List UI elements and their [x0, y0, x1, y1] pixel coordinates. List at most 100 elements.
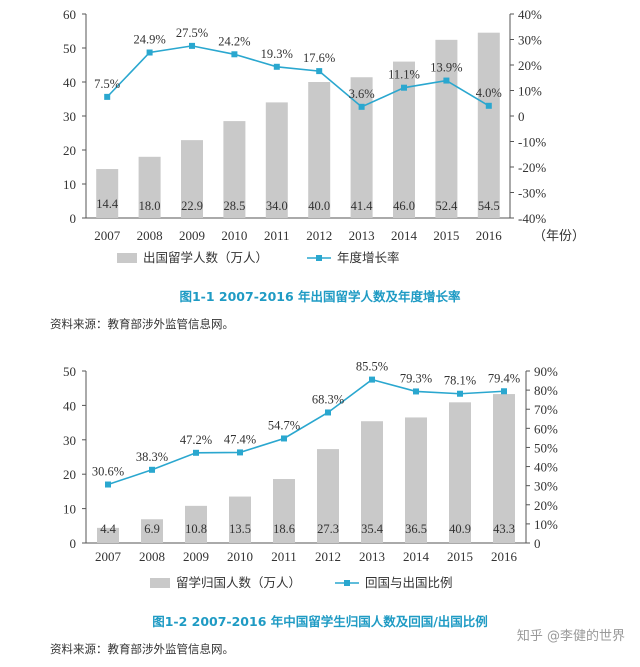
x-tick-label: 2015: [433, 228, 459, 243]
x-tick-label: 2012: [315, 549, 341, 564]
bar-value-label: 54.5: [478, 199, 500, 213]
y-right-tick-label: 20%: [518, 58, 542, 73]
legend-line-marker: [344, 580, 350, 586]
x-tick-label: 2011: [271, 549, 297, 564]
x-tick-label: 2014: [391, 228, 418, 243]
bar: [477, 32, 500, 219]
x-tick-label: 2007: [94, 228, 121, 243]
line-value-label: 85.5%: [356, 360, 388, 374]
line-point: [146, 49, 153, 56]
line-value-label: 30.6%: [92, 465, 124, 479]
y-right-tick-label: 60%: [534, 421, 558, 436]
line-value-label: 24.2%: [218, 34, 250, 48]
x-tick-label: 2015: [447, 549, 473, 564]
figure-caption: 图1-1 2007-2016 年出国留学人数及年度增长率: [179, 289, 461, 304]
y-right-tick-label: 40%: [518, 7, 542, 22]
line-value-label: 19.3%: [261, 47, 293, 61]
bar: [138, 156, 161, 218]
line-value-label: 27.5%: [176, 26, 208, 40]
bar: [273, 479, 295, 543]
bar: [308, 82, 331, 218]
x-tick-label: 2010: [221, 228, 247, 243]
bar-value-label: 18.0: [139, 199, 161, 213]
y-left-tick-label: 30: [63, 433, 76, 448]
bar: [493, 394, 515, 543]
legend-bar-swatch: [117, 253, 137, 263]
legend-bar-label: 留学归国人数（万人）: [176, 575, 301, 590]
line-point: [485, 102, 492, 109]
y-left-tick-label: 60: [63, 7, 76, 22]
legend-line-marker: [316, 255, 322, 261]
x-tick-label: 2009: [179, 228, 205, 243]
bar: [265, 102, 288, 218]
line-point: [273, 63, 280, 70]
y-right-tick-label: -10%: [518, 135, 546, 150]
legend-line-label: 年度增长率: [337, 250, 400, 265]
line-value-label: 47.4%: [224, 432, 256, 446]
bar: [449, 402, 471, 543]
bar: [350, 77, 373, 219]
bar-value-label: 14.4: [96, 197, 119, 211]
bar: [405, 417, 427, 543]
bar-value-label: 46.0: [393, 199, 415, 213]
bar: [393, 61, 415, 218]
line-point: [316, 68, 323, 75]
y-left-tick-label: 0: [70, 211, 77, 226]
line-value-label: 24.9%: [133, 33, 165, 47]
y-right-tick-label: 30%: [534, 479, 558, 494]
x-tick-label: 2008: [137, 228, 163, 243]
line-value-label: 11.1%: [388, 68, 420, 82]
y-right-tick-label: 80%: [534, 383, 558, 398]
x-tick-label: 2010: [227, 549, 253, 564]
line-point: [105, 481, 111, 488]
bar-value-label: 22.9: [181, 199, 203, 213]
y-left-tick-label: 40: [63, 75, 76, 90]
line-point: [369, 376, 375, 383]
bar: [317, 449, 339, 543]
bar-value-label: 27.3: [317, 522, 339, 536]
line-point: [325, 409, 331, 416]
line-point: [501, 388, 507, 395]
bar-value-label: 43.3: [493, 522, 515, 536]
bar-value-label: 52.4: [435, 199, 458, 213]
legend-bar-swatch: [150, 578, 170, 588]
line-value-label: 78.1%: [444, 374, 476, 388]
bar-value-label: 13.5: [229, 522, 251, 536]
bar-value-label: 40.0: [308, 199, 330, 213]
line-value-label: 54.7%: [268, 418, 300, 432]
x-tick-label: 2011: [264, 228, 290, 243]
y-right-tick-label: -30%: [518, 186, 546, 201]
bar: [229, 496, 251, 543]
y-right-tick-label: 0: [518, 109, 525, 124]
bar-value-label: 10.8: [185, 522, 207, 536]
y-right-tick-label: 30%: [518, 33, 542, 48]
y-right-tick-label: 10%: [518, 84, 542, 99]
line-value-label: 47.2%: [180, 433, 212, 447]
y-left-tick-label: 40: [63, 398, 76, 413]
x-tick-label: 2008: [139, 549, 165, 564]
y-right-tick-label: 20%: [534, 498, 558, 513]
x-tick-label: 2012: [306, 228, 332, 243]
line-point: [401, 84, 407, 91]
x-tick-label: 2009: [183, 549, 209, 564]
line-value-label: 79.4%: [488, 371, 520, 385]
bar-value-label: 28.5: [223, 199, 245, 213]
y-right-tick-label: 50%: [534, 440, 558, 455]
bar-value-label: 18.6: [273, 522, 295, 536]
figure-caption: 图1-2 2007-2016 年中国留学生归国人数及回国/出国比例: [152, 614, 488, 629]
line-value-label: 17.6%: [303, 51, 335, 65]
bar: [96, 169, 119, 218]
line-point: [237, 449, 243, 456]
bar-value-label: 41.4: [351, 199, 374, 213]
line-value-label: 38.3%: [136, 450, 168, 464]
line-value-label: 4.0%: [476, 86, 502, 100]
y-right-tick-label: -20%: [518, 160, 546, 175]
x-tick-label: 2016: [476, 228, 503, 243]
legend-line-label: 回国与出国比例: [365, 575, 453, 590]
line-value-label: 3.6%: [349, 87, 375, 101]
bar: [361, 421, 383, 543]
line-point: [443, 77, 450, 84]
bar-value-label: 4.4: [100, 522, 116, 536]
bar: [141, 519, 163, 543]
